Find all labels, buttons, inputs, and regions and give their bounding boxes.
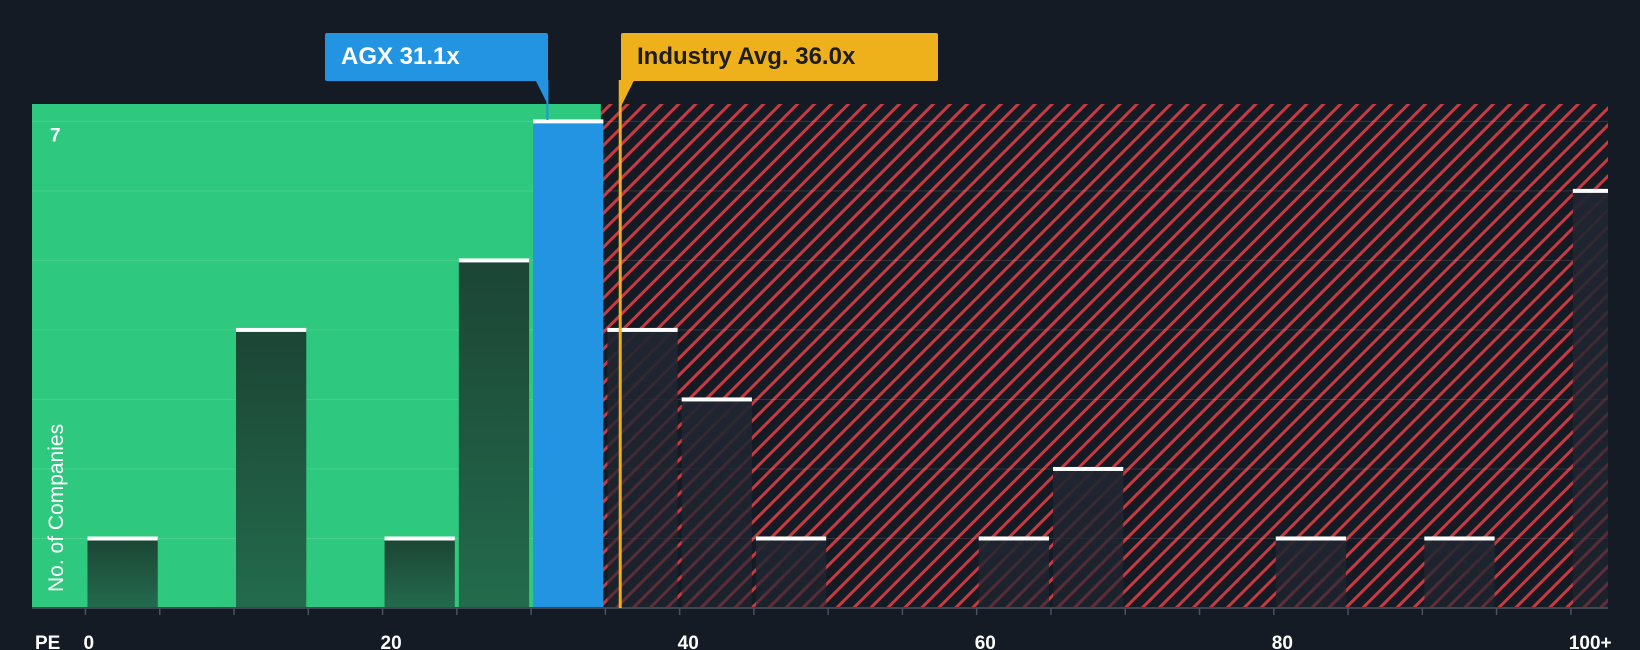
x-tick-label: 100+ (1569, 633, 1612, 650)
x-tick-label: 80 (1272, 633, 1293, 650)
bar-top-marker (681, 397, 752, 402)
histogram-bar (1424, 538, 1495, 608)
x-tick-label: 0 (83, 633, 94, 650)
x-axis-ticks (84, 608, 1572, 615)
bar-top-marker (236, 327, 307, 332)
bar-top-marker (1424, 536, 1495, 541)
bar-top-marker (607, 327, 678, 332)
axis-labels: 0 20 40 60 80 100+ PE 7 (35, 125, 1612, 650)
histogram-bar (978, 538, 1049, 608)
histogram-bar (1275, 538, 1347, 608)
histogram-bar (681, 399, 752, 608)
histogram-bar (1572, 190, 1608, 608)
bar-top-marker (1572, 188, 1608, 193)
x-tick-label: 20 (381, 633, 402, 650)
histogram-bar (755, 538, 827, 608)
x-tick-label: 60 (975, 633, 996, 650)
y-axis-label: No. of Companies (45, 424, 68, 592)
industry-average-callout: Industry Avg. 36.0x (621, 33, 938, 81)
histogram-bar (1052, 468, 1124, 608)
company-pe-callout: AGX 31.1x (325, 33, 548, 81)
histogram-bar (458, 260, 530, 608)
histogram-bar (384, 538, 455, 608)
y-tick-label: 7 (50, 125, 61, 146)
histogram-bar (87, 538, 158, 608)
bar-top-marker (458, 258, 530, 263)
company-bar (533, 121, 604, 609)
bar-top-marker (978, 536, 1049, 541)
bar-top-marker (755, 536, 827, 541)
bar-top-marker (1275, 536, 1347, 541)
bar-top-marker (87, 536, 158, 541)
company-callout-pointer (535, 80, 548, 104)
histogram-bar (236, 329, 307, 608)
bar-top-marker (384, 536, 455, 541)
industry-callout-pointer (619, 80, 635, 108)
x-axis-label: PE (35, 633, 60, 650)
bar-top-marker (533, 119, 604, 124)
bar-top-marker (1052, 466, 1124, 471)
histogram-bar (607, 329, 678, 608)
x-tick-label: 40 (678, 633, 699, 650)
